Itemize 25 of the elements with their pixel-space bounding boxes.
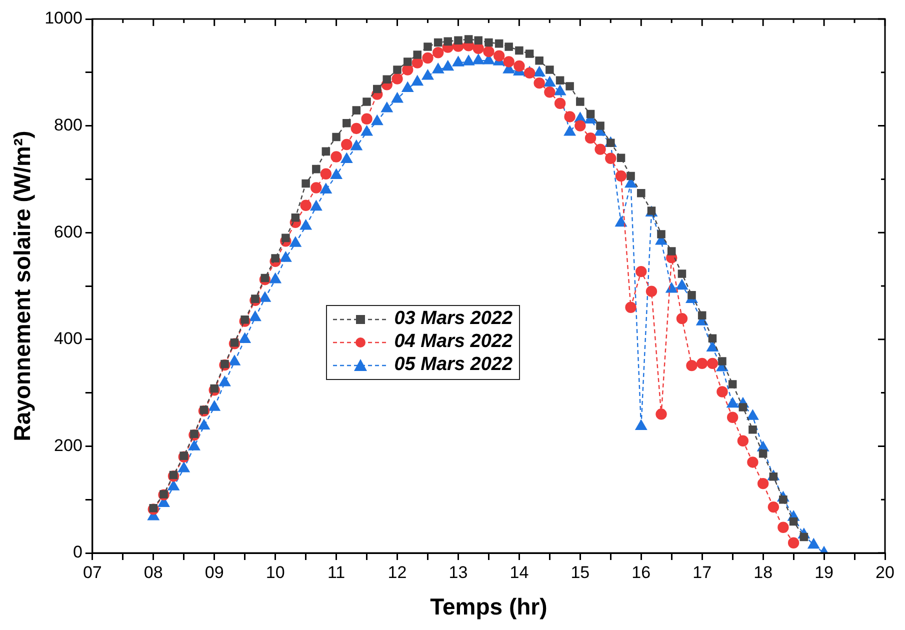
y-tick-label: 200 [54, 436, 82, 455]
y-tick-label: 800 [54, 115, 82, 134]
x-tick-label: 18 [754, 562, 773, 582]
x-axis-title: Temps (hr) [430, 594, 548, 620]
legend-label: 03 Mars 2022 [394, 308, 513, 330]
x-tick-label: 19 [814, 562, 834, 582]
x-tick-label: 16 [632, 562, 651, 582]
y-tick-label: 600 [54, 222, 82, 242]
x-tick-label: 13 [448, 562, 468, 582]
x-tick-label: 20 [876, 562, 894, 582]
x-tick-label: 12 [388, 562, 407, 582]
y-tick-label: 1000 [44, 8, 82, 28]
x-tick-label: 09 [204, 562, 224, 582]
x-tick-label: 11 [327, 562, 346, 582]
legend-label: 05 Mars 2022 [394, 354, 513, 376]
x-tick-label: 14 [510, 562, 529, 582]
x-tick-label: 08 [144, 562, 163, 582]
y-tick-label: 400 [54, 329, 82, 348]
x-tick-label: 15 [570, 562, 590, 582]
y-axis-title: Rayonnement solaire (W/m²) [9, 130, 36, 442]
x-tick-label: 07 [82, 562, 102, 582]
x-tick-label: 10 [266, 562, 285, 582]
x-tick-label: 17 [692, 562, 712, 582]
y-tick-label: 0 [72, 542, 82, 562]
legend-label: 04 Mars 2022 [394, 331, 513, 354]
